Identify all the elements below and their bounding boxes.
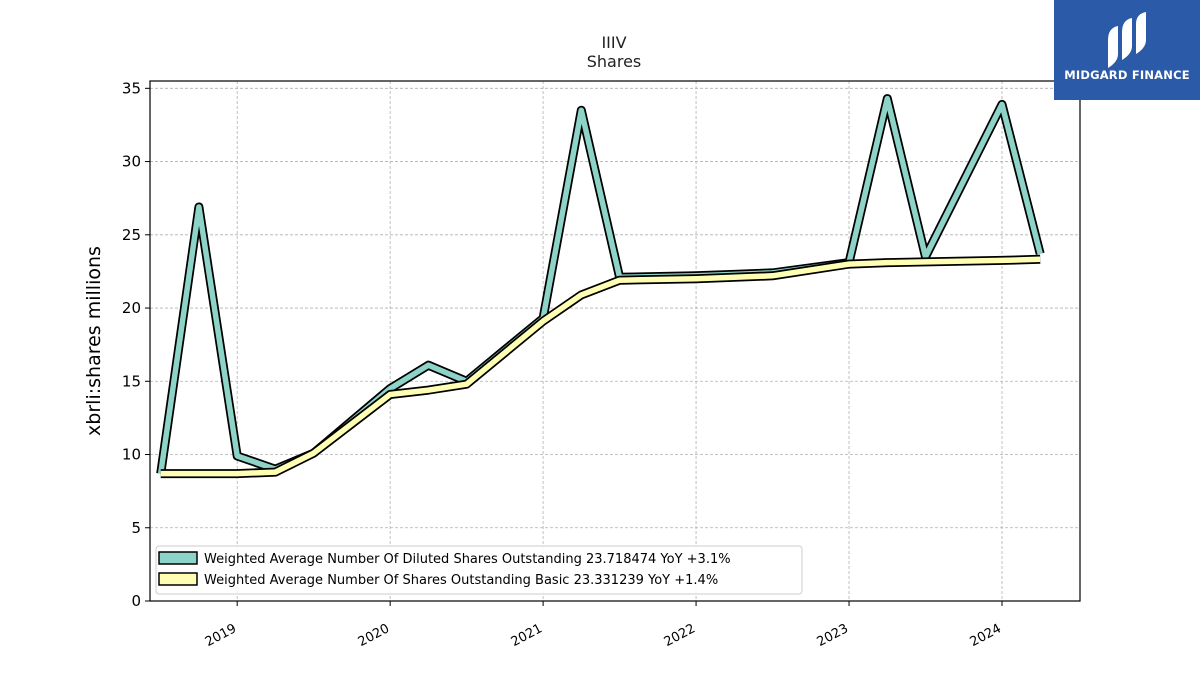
- legend-swatch-diluted: [158, 551, 198, 565]
- legend-swatch-basic: [158, 572, 198, 586]
- series-line-outline-basic: [160, 254, 1041, 479]
- chart-title: IIIV: [601, 33, 626, 52]
- chart-subtitle: Shares: [587, 52, 642, 71]
- series-line-basic: [160, 256, 1041, 477]
- midgard-logo-icon: [1108, 12, 1146, 68]
- x-tick-label: 2021: [509, 621, 545, 650]
- x-tick-label: 2019: [203, 621, 239, 650]
- legend-label-basic: Weighted Average Number Of Shares Outsta…: [204, 573, 718, 588]
- x-tick-label: 2020: [356, 621, 392, 650]
- brand-logo: MIDGARD FINANCE: [1054, 0, 1200, 100]
- y-tick-label: 20: [122, 299, 141, 317]
- x-tick-label: 2024: [968, 621, 1004, 650]
- y-axis-label: xbrli:shares millions: [83, 246, 105, 436]
- plot-frame: [149, 80, 1081, 602]
- y-tick-label: 35: [122, 79, 141, 97]
- y-tick-label: 30: [122, 153, 141, 171]
- brand-name: MIDGARD FINANCE: [1064, 68, 1190, 82]
- legend-box: [155, 545, 803, 595]
- x-tick-label: 2023: [815, 621, 851, 650]
- legend-label-diluted: Weighted Average Number Of Diluted Share…: [204, 552, 731, 567]
- y-tick-label: 10: [122, 446, 141, 464]
- y-tick-label: 25: [122, 226, 141, 244]
- x-tick-label: 2022: [662, 621, 698, 650]
- y-tick-label: 5: [131, 519, 141, 537]
- legend: Weighted Average Number Of Diluted Share…: [155, 545, 803, 595]
- y-tick-label: 0: [131, 592, 141, 610]
- y-tick-label: 15: [122, 372, 141, 390]
